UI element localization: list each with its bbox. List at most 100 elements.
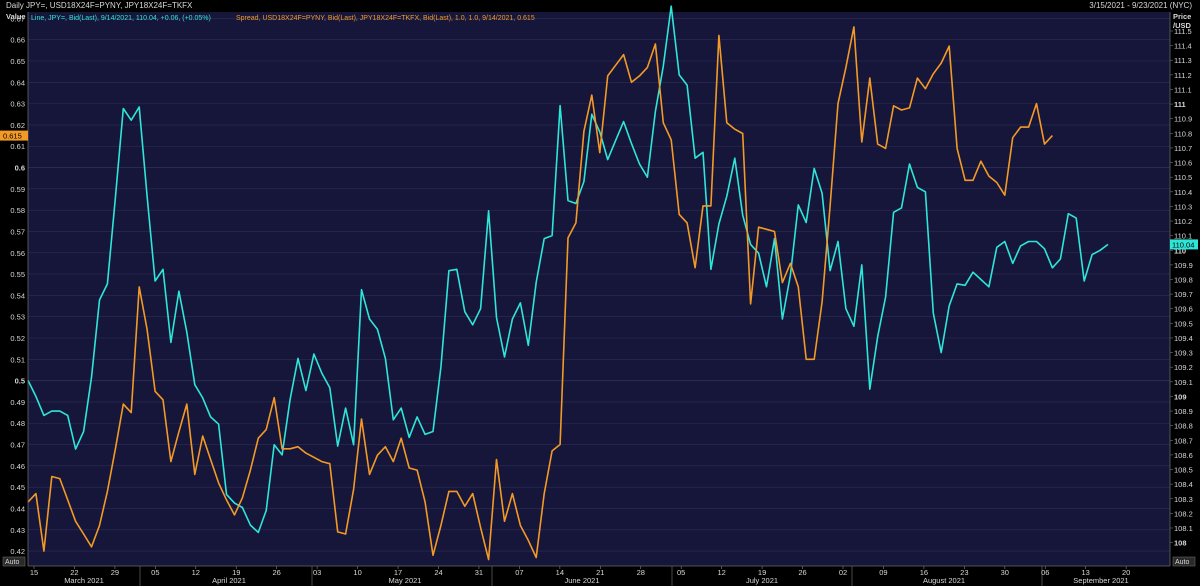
x-month-label: June 2021 (564, 576, 599, 585)
svg-text:Auto: Auto (1175, 559, 1190, 566)
legend-line-series: Line, JPY=, Bid(Last), 9/14/2021, 110.04… (31, 15, 211, 22)
x-axis-day-ticks: 15 22 29 05 12 19 26 03 10 17 24 31 07 14 21 28 05 12 19 26… (27, 12, 1171, 577)
x-month-label: July 2021 (746, 576, 778, 585)
right-tick-label: 110.7 (1174, 144, 1192, 153)
left-tick-label: 0.56 (10, 249, 25, 258)
left-tick-label: 0.48 (10, 419, 25, 428)
x-day-label: 22 (70, 568, 78, 577)
x-day-label: 19 (232, 568, 240, 577)
svg-text:110.04: 110.04 (1172, 240, 1194, 249)
right-tick-label: 111.4 (1174, 42, 1192, 51)
x-day-label: 16 (920, 568, 928, 577)
left-tick-label: 0.61 (10, 142, 25, 151)
right-tick-label: 110.6 (1174, 159, 1192, 168)
left-tick-label: 0.53 (10, 313, 25, 322)
right-tick-label: 109.8 (1174, 275, 1193, 284)
left-tick-label: 0.64 (10, 78, 25, 87)
x-day-label: 07 (515, 568, 523, 577)
right-tick-label: 110 (1174, 246, 1186, 255)
right-tick-label: 109.7 (1174, 290, 1193, 299)
x-day-label: 30 (1001, 568, 1009, 577)
left-tick-label: 0.67 (10, 14, 25, 23)
left-tick-label: 0.54 (10, 291, 25, 300)
x-day-label: 28 (637, 568, 645, 577)
right-tick-label: 109.5 (1174, 319, 1193, 328)
left-tick-label: 0.59 (10, 185, 25, 194)
right-tick-label: 109.1 (1174, 378, 1193, 387)
x-day-label: 03 (313, 568, 321, 577)
right-tick-label: 110.9 (1174, 115, 1192, 124)
right-tick-label: 108.3 (1174, 495, 1193, 504)
right-tick-label: 108.4 (1174, 480, 1193, 489)
auto-scale-right-button[interactable]: Auto (1172, 556, 1196, 567)
x-day-label: 09 (879, 568, 887, 577)
left-tick-label: 0.43 (10, 526, 25, 535)
x-day-label: 26 (798, 568, 806, 577)
left-tick-label: 0.42 (10, 547, 25, 556)
x-day-label: 05 (151, 568, 159, 577)
title-bar: Daily JPY=, USD18X24F=PYNY, JPY18X24F=TK… (0, 0, 1200, 12)
legend-spread-series: Spread, USD18X24F=PYNY, Bid(Last), JPY18… (236, 15, 535, 22)
right-tick-label: 109.4 (1174, 334, 1193, 343)
auto-scale-left-button[interactable]: Auto (2, 556, 26, 567)
x-day-label: 23 (960, 568, 968, 577)
x-day-label: 24 (434, 568, 442, 577)
x-month-label: May 2021 (389, 576, 422, 585)
svg-text:0.615: 0.615 (3, 132, 22, 141)
plot-area (28, 12, 1170, 566)
left-tick-label: 0.46 (10, 462, 25, 471)
right-axis-ticks: 108 108.1 108.2 108.3 108.4 108.5 108.6 108.7 10… (1170, 27, 1193, 548)
x-axis-month-labels: March 2021 April 2021 May 2021 June 2021 Jul… (64, 576, 1129, 585)
left-tick-label: 0.55 (10, 270, 25, 279)
left-tick-label: 0.57 (10, 227, 25, 236)
left-tick-label: 0.58 (10, 206, 25, 215)
x-day-label: 05 (677, 568, 685, 577)
x-day-label: 06 (1041, 568, 1049, 577)
right-tick-label: 110.8 (1174, 129, 1192, 138)
right-tick-label: 108.5 (1174, 466, 1193, 475)
right-tick-label: 111 (1174, 100, 1186, 109)
right-tick-label: 111.5 (1174, 27, 1192, 36)
x-day-label: 10 (353, 568, 361, 577)
svg-text:Auto: Auto (5, 559, 20, 566)
x-month-label: August 2021 (923, 576, 965, 585)
right-tick-label: 108.7 (1174, 436, 1193, 445)
x-day-label: 12 (192, 568, 200, 577)
right-axis-unit: /USD (1173, 21, 1192, 30)
right-tick-label: 110.3 (1174, 202, 1192, 211)
x-day-label: 26 (273, 568, 281, 577)
x-day-label: 19 (758, 568, 766, 577)
x-day-label: 29 (111, 568, 119, 577)
right-tick-label: 110.2 (1174, 217, 1192, 226)
right-tick-label: 108 (1174, 539, 1187, 548)
left-tick-label: 0.47 (10, 441, 25, 450)
left-tick-label: 0.51 (10, 355, 25, 364)
x-day-label: 20 (1122, 568, 1130, 577)
right-tick-label: 108.1 (1174, 524, 1193, 533)
right-tick-label: 109.6 (1174, 305, 1193, 314)
left-tick-label: 0.49 (10, 398, 25, 407)
right-tick-label: 109 (1174, 392, 1187, 401)
x-day-label: 02 (839, 568, 847, 577)
left-axis-title: Value (6, 12, 26, 21)
x-month-label: April 2021 (212, 576, 246, 585)
x-day-label: 15 (30, 568, 38, 577)
x-day-label: 12 (717, 568, 725, 577)
date-range: 3/15/2021 - 9/23/2021 (NYC) (1089, 1, 1192, 10)
x-day-label: 21 (596, 568, 604, 577)
x-day-label: 31 (475, 568, 483, 577)
x-day-label: 13 (1082, 568, 1090, 577)
right-current-value-badge: 110.04 (1170, 239, 1198, 250)
left-tick-label: 0.5 (15, 377, 25, 386)
left-current-value-badge: 0.615 (0, 130, 28, 141)
right-tick-label: 111.3 (1174, 56, 1192, 65)
left-tick-label: 0.62 (10, 121, 25, 130)
right-tick-label: 111.1 (1174, 85, 1192, 94)
right-tick-label: 109.3 (1174, 349, 1193, 358)
series-line-spread (27, 26, 1053, 561)
left-tick-label: 0.65 (10, 57, 25, 66)
x-day-label: 17 (394, 568, 402, 577)
right-tick-label: 108.2 (1174, 509, 1193, 518)
chart-title: Daily JPY=, USD18X24F=PYNY, JPY18X24F=TK… (6, 1, 193, 10)
